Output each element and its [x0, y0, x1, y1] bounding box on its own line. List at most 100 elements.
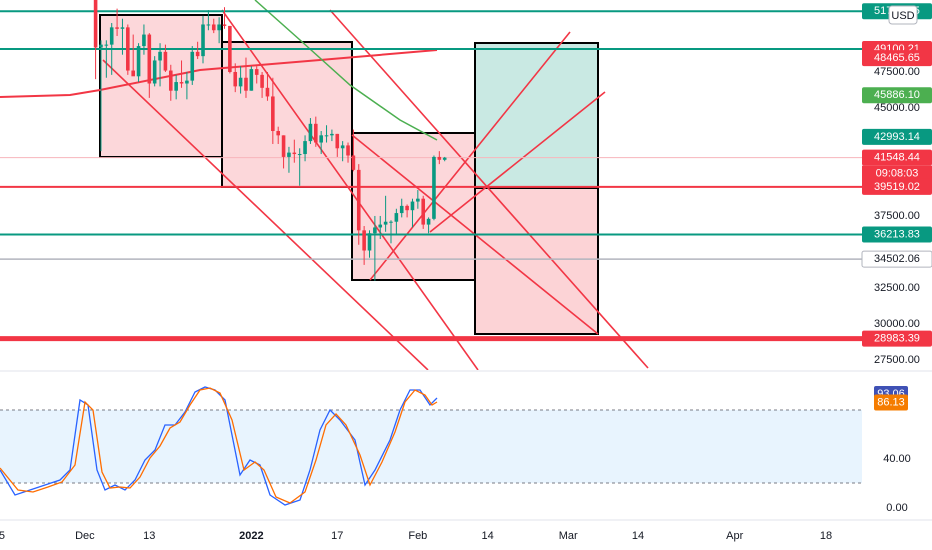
osc-band: [0, 410, 862, 483]
candle-body: [281, 135, 286, 157]
levels: 47500.00 45000.00 37500.00 32500.00 30000.00…: [0, 3, 932, 366]
candles: [93, 0, 447, 281]
candle-body: [260, 74, 264, 88]
price-label-box: [862, 149, 932, 166]
candle-body: [93, 0, 98, 48]
candle-body: [335, 133, 340, 149]
trend-lines: [102, 9, 649, 370]
candle-body: [330, 133, 334, 136]
x-tick-label: 17: [331, 530, 343, 542]
price-label-box: [862, 226, 932, 243]
candle-body: [389, 221, 393, 223]
price-label: 34502.06: [874, 253, 920, 265]
candle-body: [410, 201, 415, 211]
candle-body: [104, 44, 109, 46]
trend-line: [329, 9, 649, 369]
candle-body: [195, 51, 200, 57]
x-tick-label: Apr: [726, 530, 743, 542]
candle-body: [244, 77, 248, 91]
candle-body: [211, 24, 216, 31]
candle-body: [185, 80, 189, 84]
candle-body: [297, 154, 302, 156]
candle-body: [206, 24, 211, 26]
candle-body: [217, 24, 221, 31]
candle-body: [174, 82, 178, 91]
y-tick-label: 45000.00: [874, 102, 920, 114]
x-tick-label: 2022: [239, 530, 263, 542]
price-label: 28983.39: [874, 332, 920, 344]
candle-body: [254, 69, 259, 75]
oscillator: [0, 386, 862, 506]
countdown: 09:08:03: [876, 168, 919, 180]
candle-body: [426, 218, 431, 225]
candle-body: [271, 96, 275, 132]
countdown-box: [862, 165, 932, 182]
candle-body: [249, 69, 254, 91]
candle-body: [308, 123, 313, 142]
candle-body: [168, 70, 173, 91]
price-label-box: [862, 178, 932, 195]
trend-line: [102, 59, 429, 370]
candle-body: [201, 24, 205, 57]
candle-body: [346, 145, 350, 156]
candle-body: [367, 233, 372, 251]
candle-body: [442, 157, 447, 160]
candle-body: [163, 51, 168, 71]
x-tick-label: Feb: [408, 530, 427, 542]
candle-body: [292, 152, 297, 155]
candle-body: [99, 44, 103, 48]
osc-tick-label: 40.00: [883, 453, 911, 465]
x-tick-label: 14: [632, 530, 644, 542]
x-tick-label: Dec: [75, 530, 95, 542]
candle-body: [437, 156, 442, 160]
candle-body: [432, 156, 436, 219]
price-label-box: [862, 128, 932, 145]
candle-body: [228, 25, 232, 72]
candle-body: [222, 24, 227, 26]
time-axis: 15 Dec 13 2022 17 Feb 14 Mar 14 Apr 18: [0, 530, 832, 542]
candle-body: [416, 198, 420, 202]
candle-body: [405, 205, 409, 211]
candle-body: [131, 70, 135, 77]
stop-box: [474, 187, 599, 335]
osc-tick-label: 0.00: [886, 502, 907, 514]
candle-body: [421, 198, 426, 225]
candle-body: [324, 135, 329, 137]
candle-body: [313, 123, 318, 143]
candle-body: [158, 51, 162, 61]
y-tick-label: 27500.00: [874, 354, 920, 366]
candle-body: [362, 230, 366, 251]
candle-body: [233, 71, 238, 87]
price-label: 41548.44: [874, 152, 920, 164]
candle-body: [276, 131, 281, 136]
candle-body: [340, 145, 345, 149]
candle-body: [383, 221, 388, 225]
price-label: 39519.02: [874, 181, 920, 193]
price-label-box: [862, 50, 932, 67]
candle-body: [115, 27, 119, 29]
currency-box: [888, 5, 918, 25]
candle-body: [378, 224, 383, 228]
price-label-box: [861, 250, 932, 268]
trend-line: [221, 9, 479, 370]
candle-body: [136, 46, 141, 77]
x-tick-label: 15: [0, 530, 5, 542]
y-tick-label: 32500.00: [874, 282, 920, 294]
candle-body: [147, 34, 152, 84]
currency: USD: [891, 10, 914, 22]
candle-body: [238, 77, 243, 87]
candle-body: [351, 155, 356, 170]
candle-body: [126, 27, 130, 71]
candle-body: [142, 34, 146, 47]
candle-body: [190, 51, 195, 81]
moving-average: [254, 0, 438, 141]
y-tick-label: 47500.00: [874, 66, 920, 78]
x-tick-label: 18: [820, 530, 832, 542]
candle-body: [394, 213, 399, 222]
osc-value-box: [874, 394, 908, 411]
target-box: [474, 42, 599, 189]
trend-line: [429, 91, 606, 233]
